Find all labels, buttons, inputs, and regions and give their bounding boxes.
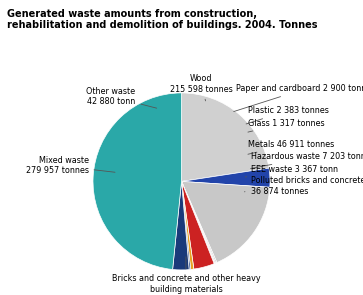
Text: Bricks and concrete and other heavy
building materials
599 742 tonnes: Bricks and concrete and other heavy buil… [111, 257, 260, 295]
Wedge shape [182, 181, 270, 263]
Text: Metals 46 911 tonnes: Metals 46 911 tonnes [248, 140, 334, 154]
Wedge shape [182, 181, 191, 270]
Text: Polluted bricks and concrete
36 874 tonnes: Polluted bricks and concrete 36 874 tonn… [244, 176, 363, 196]
Text: Wood
215 598 tonnes: Wood 215 598 tonnes [170, 74, 232, 101]
Wedge shape [182, 93, 269, 181]
Wedge shape [173, 181, 189, 270]
Wedge shape [182, 181, 194, 269]
Text: Hazardous waste 7 203 tonnes: Hazardous waste 7 203 tonnes [250, 152, 363, 168]
Wedge shape [93, 93, 182, 269]
Text: Other waste
42 880 tonn: Other waste 42 880 tonn [86, 87, 157, 108]
Text: EEE waste 3 367 tonn: EEE waste 3 367 tonn [245, 165, 338, 177]
Wedge shape [182, 181, 214, 269]
Wedge shape [182, 168, 270, 187]
Text: Mixed waste
279 957 tonnes: Mixed waste 279 957 tonnes [25, 156, 115, 175]
Text: Plastic 2 383 tonnes: Plastic 2 383 tonnes [246, 106, 329, 124]
Wedge shape [182, 181, 216, 263]
Text: Paper and cardboard 2 900 tonnes: Paper and cardboard 2 900 tonnes [234, 84, 363, 112]
Wedge shape [182, 181, 215, 264]
Wedge shape [182, 181, 217, 263]
Text: Glass 1 317 tonnes: Glass 1 317 tonnes [248, 119, 325, 132]
Text: Generated waste amounts from construction,
rehabilitation and demolition of buil: Generated waste amounts from constructio… [7, 9, 318, 30]
